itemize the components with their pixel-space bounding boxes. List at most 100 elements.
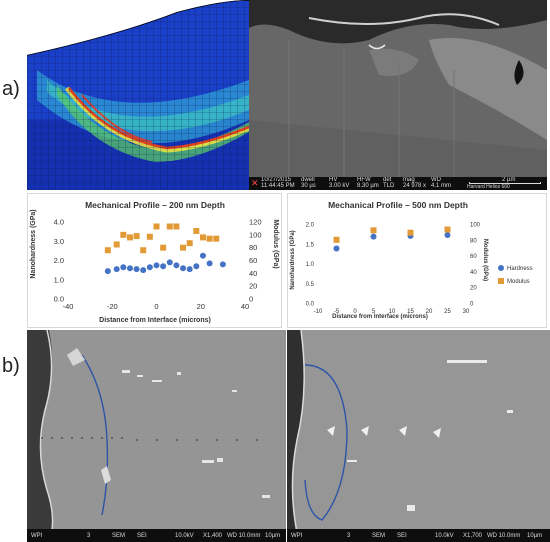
hardness-point bbox=[219, 261, 226, 268]
y-tick-label-right: 120 bbox=[249, 218, 262, 227]
modulus-point bbox=[160, 244, 167, 251]
y-tick-label-left: 4.0 bbox=[54, 218, 64, 227]
sem-det-value: TLD bbox=[383, 183, 395, 189]
y-tick-label-right: 100 bbox=[470, 223, 481, 229]
hardness-point bbox=[113, 266, 120, 273]
scale-label: 10µm bbox=[527, 533, 543, 539]
modulus-point bbox=[333, 236, 340, 243]
modulus-point bbox=[213, 235, 220, 242]
sem-det-label: det bbox=[383, 177, 392, 183]
sem-scale-label: 2 µm bbox=[502, 177, 516, 183]
chart-200nm-panel: Mechanical Profile – 200 nm Depth Distan… bbox=[27, 193, 282, 328]
y-tick-label-right: 80 bbox=[470, 238, 477, 244]
legend-marker-modulus bbox=[498, 278, 504, 284]
bar-item: WPI bbox=[31, 533, 43, 539]
hardness-point bbox=[173, 262, 180, 269]
panel-label-b: b) bbox=[2, 355, 20, 377]
hardness-point bbox=[444, 232, 451, 239]
bar-item: SEI bbox=[397, 533, 407, 539]
fem-simulation-image bbox=[27, 0, 249, 190]
modulus-point bbox=[370, 227, 377, 234]
sem-left-micrograph: WPI 3 SEM SEI 10.0kV X1,400 WD 10.0mm 10… bbox=[27, 330, 286, 542]
y-tick-label-right: 60 bbox=[470, 254, 477, 260]
sem-dwell-label: dwell bbox=[301, 177, 315, 183]
hardness-point bbox=[153, 262, 160, 269]
bar-item: SEM bbox=[112, 533, 126, 539]
hardness-point bbox=[133, 266, 140, 273]
x-tick-label: 0 bbox=[353, 309, 357, 315]
sem-hv-label: HV bbox=[329, 177, 338, 183]
hardness-point bbox=[104, 268, 111, 275]
sem-left-info-bar: WPI 3 SEM SEI 10.0kV X1,400 WD 10.0mm 10… bbox=[27, 529, 286, 542]
hardness-point bbox=[146, 264, 153, 271]
modulus-point bbox=[146, 233, 153, 240]
modulus-point bbox=[199, 234, 206, 241]
y-axis-label-right: Modulus (GPa) bbox=[272, 219, 279, 268]
y-tick-label-right: 0 bbox=[470, 302, 474, 308]
bar-item: 3 bbox=[347, 533, 351, 539]
bar-item: WD 10.0mm bbox=[227, 533, 261, 539]
modulus-point bbox=[444, 226, 451, 233]
y-tick-label-left: 0.5 bbox=[306, 282, 315, 288]
hardness-point bbox=[140, 267, 147, 274]
bar-item: 3 bbox=[87, 533, 91, 539]
hardness-point bbox=[126, 265, 133, 272]
bar-item: X1,700 bbox=[463, 533, 483, 539]
modulus-point bbox=[186, 240, 193, 247]
y-tick-label-right: 20 bbox=[249, 282, 257, 291]
scale-label: 10µm bbox=[265, 533, 281, 539]
hardness-point bbox=[193, 263, 200, 270]
y-tick-label-left: 2.0 bbox=[54, 256, 64, 265]
modulus-point bbox=[133, 233, 140, 240]
x-tick-label: -10 bbox=[314, 309, 323, 315]
x-tick-label: 20 bbox=[197, 302, 205, 311]
hardness-point bbox=[333, 245, 340, 252]
sem-date: 10/27/2015 bbox=[261, 177, 292, 183]
y-tick-label-left: 1.5 bbox=[306, 242, 315, 248]
x-axis-label: Distance from Interface (microns) bbox=[99, 317, 211, 324]
chart-title: Mechanical Profile – 200 nm Depth bbox=[85, 200, 225, 210]
hardness-point bbox=[180, 265, 187, 272]
x-tick-label: 0 bbox=[154, 302, 158, 311]
sem-mag-label: mag bbox=[403, 177, 415, 183]
modulus-point bbox=[104, 247, 111, 254]
sem-hfw-label: HFW bbox=[357, 177, 371, 183]
y-tick-label-left: 2.0 bbox=[306, 223, 315, 229]
y-axis-label-left: Nanohardness (GPa) bbox=[30, 209, 37, 278]
bar-item: 10.0kV bbox=[175, 533, 194, 539]
y-tick-label-right: 60 bbox=[249, 256, 257, 265]
bar-item: 10.0kV bbox=[435, 533, 454, 539]
x-tick-label: 15 bbox=[407, 309, 414, 315]
sem-right-info-bar: WPI 3 SEM SEI 10.0kV X1,700 WD 10.0mm 10… bbox=[287, 529, 550, 542]
sem-logo-icon: ✕ bbox=[251, 178, 259, 188]
x-tick-label: 30 bbox=[463, 309, 470, 315]
y-axis-label-right: Modulus (GPa) bbox=[482, 239, 488, 281]
sem-wd-value: 4.1 mm bbox=[431, 183, 452, 189]
x-tick-label: 25 bbox=[444, 309, 451, 315]
panel-label-a: a) bbox=[2, 78, 20, 100]
bar-item: SEI bbox=[137, 533, 147, 539]
y-axis-label-left: Nanohardness (GPa) bbox=[290, 230, 296, 289]
sem-time: 11:44:45 PM bbox=[261, 183, 295, 189]
hardness-point bbox=[370, 233, 377, 240]
x-tick-label: 40 bbox=[241, 302, 249, 311]
x-axis-label: Distance from Interface (microns) bbox=[332, 314, 428, 320]
hardness-point bbox=[120, 264, 127, 271]
modulus-point bbox=[206, 235, 213, 242]
x-tick-label: -5 bbox=[334, 309, 340, 315]
modulus-point bbox=[193, 227, 200, 234]
modulus-point bbox=[126, 234, 133, 241]
legend-label-modulus: Modulus bbox=[507, 279, 530, 285]
sem-top-info-bar: ✕ 10/27/2015 11:44:45 PM dwell 30 µs HV … bbox=[249, 177, 547, 190]
modulus-point bbox=[153, 223, 160, 230]
sem-instrument: Harvard Helios 660 bbox=[467, 184, 510, 190]
sem-dwell-value: 30 µs bbox=[301, 183, 316, 189]
chart-500nm-panel: Mechanical Profile – 500 nm Depth Distan… bbox=[287, 193, 547, 328]
y-tick-label-left: 0.0 bbox=[54, 295, 64, 304]
hardness-point bbox=[206, 260, 213, 267]
legend-label-hardness: Hardness bbox=[507, 266, 533, 272]
y-tick-label-right: 0 bbox=[249, 295, 253, 304]
chart-title: Mechanical Profile – 500 nm Depth bbox=[328, 200, 468, 210]
y-tick-label-right: 20 bbox=[470, 286, 477, 292]
y-tick-label-right: 100 bbox=[249, 230, 262, 239]
